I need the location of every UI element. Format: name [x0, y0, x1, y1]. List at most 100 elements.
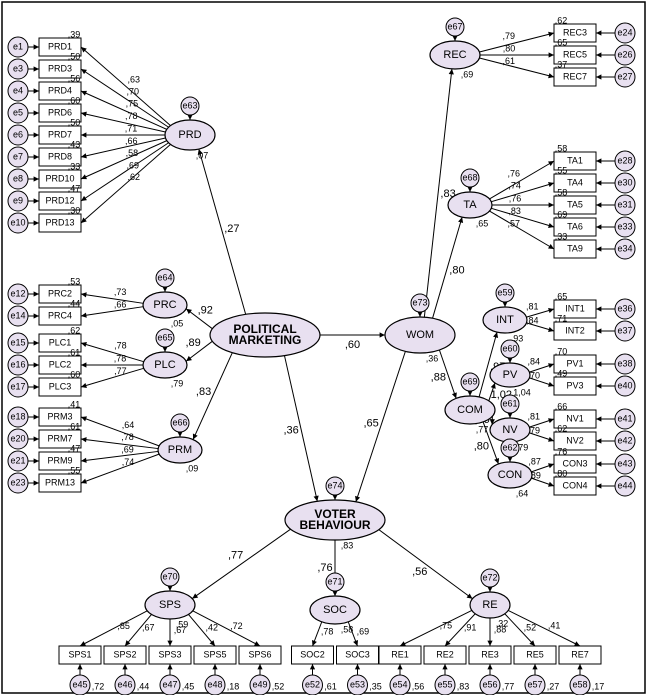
svg-text:,65: ,65	[555, 37, 568, 47]
svg-text:e71: e71	[327, 576, 342, 586]
svg-text:,80: ,80	[449, 264, 464, 276]
svg-text:INT2: INT2	[565, 325, 585, 335]
svg-text:,72: ,72	[230, 621, 243, 631]
svg-text:e65: e65	[157, 332, 172, 342]
svg-text:,78: ,78	[114, 353, 127, 363]
svg-text:,74: ,74	[122, 457, 135, 467]
svg-text:PRM: PRM	[168, 444, 192, 456]
svg-text:PRD13: PRD13	[45, 217, 74, 227]
svg-text:,76: ,76	[507, 168, 520, 178]
svg-text:,69: ,69	[461, 69, 474, 79]
svg-text:e46: e46	[117, 679, 132, 689]
svg-text:e3: e3	[13, 63, 23, 73]
svg-text:,61: ,61	[68, 421, 81, 431]
svg-text:,78: ,78	[121, 432, 134, 442]
svg-text:e1: e1	[13, 41, 23, 51]
svg-text:,75: ,75	[126, 99, 139, 109]
svg-text:,70: ,70	[127, 86, 140, 96]
svg-text:,84: ,84	[527, 356, 540, 366]
svg-text:e54: e54	[392, 679, 407, 689]
svg-text:1,04: 1,04	[513, 387, 531, 397]
svg-text:,57: ,57	[507, 218, 520, 228]
svg-text:e47: e47	[162, 679, 177, 689]
svg-text:,41: ,41	[548, 621, 561, 631]
svg-text:,61: ,61	[68, 347, 81, 357]
svg-text:,47: ,47	[68, 443, 81, 453]
svg-text:e28: e28	[617, 155, 632, 165]
svg-text:e30: e30	[617, 177, 632, 187]
svg-text:,80: ,80	[503, 43, 516, 53]
svg-text:,74: ,74	[508, 181, 521, 191]
svg-text:PRD4: PRD4	[48, 85, 72, 95]
svg-text:TA5: TA5	[567, 199, 583, 209]
svg-text:SOC2: SOC2	[300, 649, 325, 659]
svg-text:e70: e70	[162, 571, 177, 581]
svg-text:e67: e67	[447, 21, 462, 31]
svg-text:,79: ,79	[502, 31, 515, 41]
svg-text:,70: ,70	[555, 346, 568, 356]
svg-text:e20: e20	[10, 433, 25, 443]
svg-text:SPS: SPS	[159, 599, 181, 611]
svg-text:,66: ,66	[125, 136, 138, 146]
svg-text:,60: ,60	[345, 339, 360, 351]
svg-text:PRD1: PRD1	[48, 41, 72, 51]
svg-text:e66: e66	[172, 417, 187, 427]
svg-text:,36: ,36	[426, 353, 439, 363]
svg-text:,66: ,66	[114, 300, 127, 310]
svg-text:POLITICALMARKETING: POLITICALMARKETING	[229, 322, 302, 347]
svg-text:,92: ,92	[198, 305, 213, 317]
svg-text:e31: e31	[617, 199, 632, 209]
svg-text:e14: e14	[10, 310, 25, 320]
svg-text:,27: ,27	[547, 681, 560, 691]
svg-text:,58: ,58	[555, 187, 568, 197]
svg-text:,47: ,47	[68, 183, 81, 193]
svg-text:TA6: TA6	[567, 221, 583, 231]
svg-text:,62: ,62	[555, 15, 568, 25]
svg-text:,67: ,67	[142, 623, 155, 633]
svg-text:,83: ,83	[196, 386, 211, 398]
svg-text:PRM13: PRM13	[45, 477, 75, 487]
svg-text:,45: ,45	[182, 681, 195, 691]
svg-text:,78: ,78	[321, 626, 334, 636]
svg-text:RE: RE	[482, 599, 497, 611]
svg-text:,81: ,81	[527, 411, 540, 421]
svg-text:e52: e52	[305, 679, 320, 689]
svg-text:e57: e57	[527, 679, 542, 689]
svg-text:CON3: CON3	[562, 458, 587, 468]
svg-text:SPS1: SPS1	[68, 649, 91, 659]
svg-text:,72: ,72	[92, 681, 105, 691]
svg-text:TA1: TA1	[567, 155, 583, 165]
svg-text:,89: ,89	[185, 337, 200, 349]
svg-text:,64: ,64	[516, 488, 529, 498]
svg-text:REC: REC	[443, 49, 466, 61]
svg-text:e17: e17	[10, 381, 25, 391]
svg-text:COM: COM	[457, 404, 483, 416]
svg-text:e21: e21	[10, 455, 25, 465]
sem-diagram: ,27,92,89,83,60,36,65,83,80,88,971,02,89…	[0, 0, 647, 695]
svg-text:,37: ,37	[555, 59, 568, 69]
svg-text:e33: e33	[617, 221, 632, 231]
svg-text:NV2: NV2	[566, 435, 584, 445]
svg-text:PRC2: PRC2	[48, 288, 72, 298]
svg-text:SOC3: SOC3	[345, 649, 370, 659]
svg-text:,69: ,69	[121, 445, 134, 455]
svg-text:e68: e68	[462, 172, 477, 182]
svg-text:,83: ,83	[508, 206, 521, 216]
svg-text:PLC: PLC	[154, 359, 175, 371]
svg-text:SPS6: SPS6	[248, 649, 271, 659]
svg-text:PRD10: PRD10	[45, 173, 74, 183]
svg-text:e8: e8	[13, 173, 23, 183]
svg-text:PV: PV	[503, 369, 518, 381]
svg-text:e4: e4	[13, 85, 23, 95]
svg-text:,36: ,36	[283, 425, 298, 437]
svg-text:e41: e41	[617, 413, 632, 423]
svg-text:NV: NV	[502, 424, 518, 436]
svg-text:e9: e9	[13, 195, 23, 205]
svg-text:e72: e72	[482, 572, 497, 582]
svg-text:,55: ,55	[555, 165, 568, 175]
svg-text:PRM3: PRM3	[47, 411, 72, 421]
svg-text:e23: e23	[10, 477, 25, 487]
svg-text:e6: e6	[13, 129, 23, 139]
svg-text:e15: e15	[10, 337, 25, 347]
svg-text:e12: e12	[10, 288, 25, 298]
